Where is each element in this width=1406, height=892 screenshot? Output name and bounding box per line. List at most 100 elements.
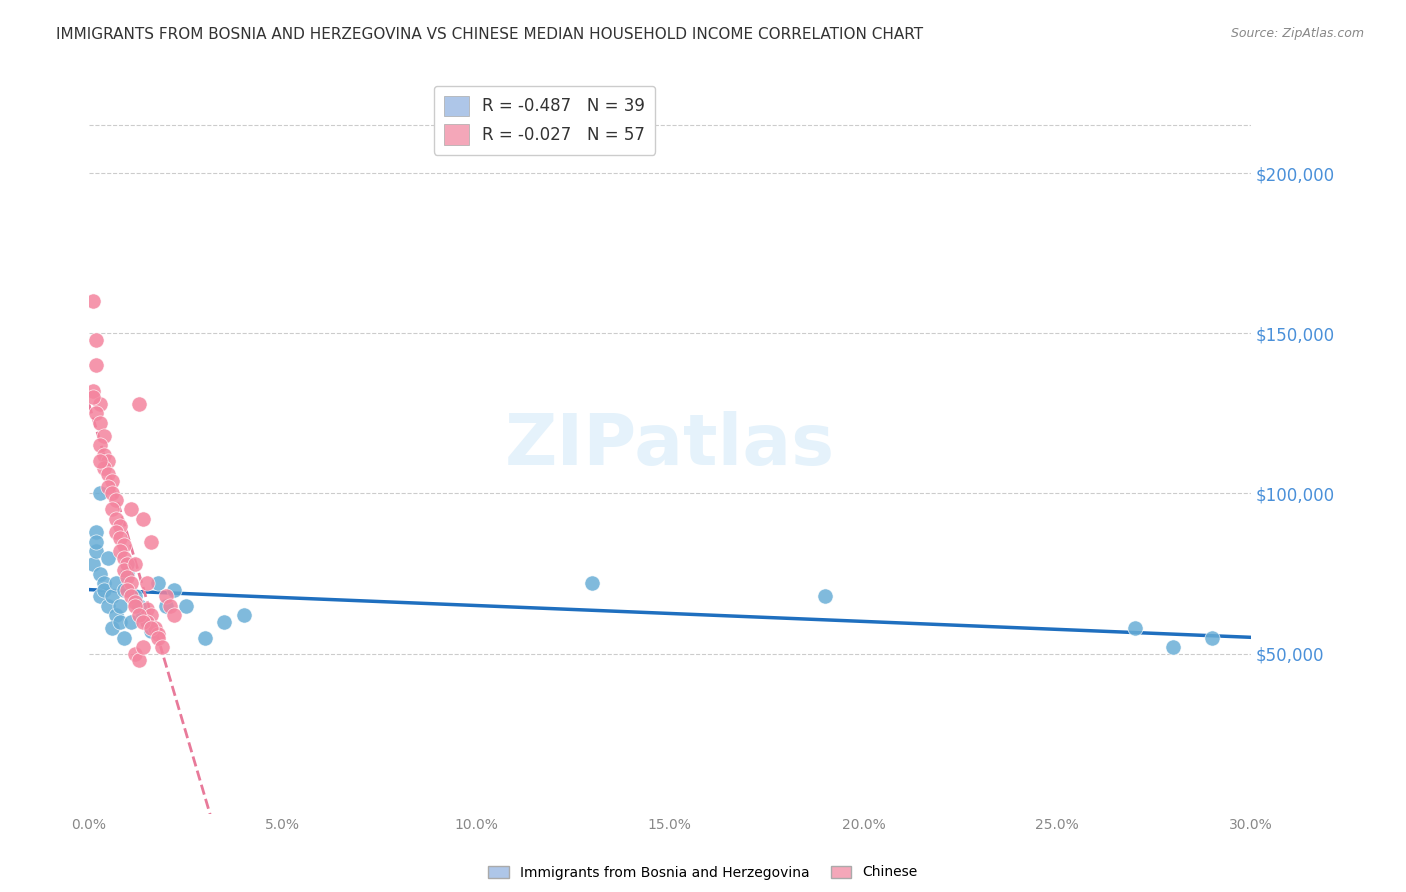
Point: [163, 582, 186, 597]
Point: [97, 550, 120, 565]
Point: [86, 534, 108, 549]
Point: [148, 631, 170, 645]
Point: [104, 608, 127, 623]
Point: [139, 624, 162, 639]
Point: [1201, 631, 1223, 645]
Point: [159, 599, 181, 613]
Point: [89, 397, 111, 411]
Legend: Immigrants from Bosnia and Herzegovina, Chinese: Immigrants from Bosnia and Herzegovina, …: [482, 860, 924, 885]
Point: [101, 621, 124, 635]
Point: [124, 595, 146, 609]
Point: [86, 544, 108, 558]
Point: [97, 454, 120, 468]
Point: [132, 608, 155, 623]
Point: [120, 589, 142, 603]
Point: [108, 615, 131, 629]
Point: [232, 608, 254, 623]
Point: [86, 524, 108, 539]
Point: [89, 566, 111, 581]
Point: [132, 615, 155, 629]
Point: [108, 599, 131, 613]
Point: [128, 608, 150, 623]
Point: [104, 524, 127, 539]
Point: [148, 576, 170, 591]
Point: [82, 557, 104, 571]
Point: [128, 397, 150, 411]
Point: [112, 550, 135, 565]
Point: [93, 582, 115, 597]
Point: [89, 454, 111, 468]
Point: [93, 461, 115, 475]
Text: Source: ZipAtlas.com: Source: ZipAtlas.com: [1230, 27, 1364, 40]
Point: [101, 589, 124, 603]
Point: [135, 615, 157, 629]
Point: [104, 576, 127, 591]
Point: [120, 576, 142, 591]
Point: [120, 615, 142, 629]
Point: [1161, 640, 1184, 654]
Point: [117, 582, 139, 597]
Point: [86, 333, 108, 347]
Point: [194, 631, 217, 645]
Point: [86, 359, 108, 373]
Point: [97, 599, 120, 613]
Point: [124, 599, 146, 613]
Point: [82, 384, 104, 398]
Point: [104, 512, 127, 526]
Point: [89, 416, 111, 430]
Point: [82, 391, 104, 405]
Legend: R = -0.487   N = 39, R = -0.027   N = 57: R = -0.487 N = 39, R = -0.027 N = 57: [434, 86, 655, 155]
Point: [93, 448, 115, 462]
Point: [135, 576, 157, 591]
Point: [155, 599, 177, 613]
Point: [82, 294, 104, 309]
Point: [117, 570, 139, 584]
Point: [108, 544, 131, 558]
Text: ZIPatlas: ZIPatlas: [505, 411, 835, 480]
Point: [163, 608, 186, 623]
Point: [89, 486, 111, 500]
Point: [101, 474, 124, 488]
Point: [117, 557, 139, 571]
Point: [93, 429, 115, 443]
Point: [101, 486, 124, 500]
Point: [112, 563, 135, 577]
Point: [97, 480, 120, 494]
Point: [135, 615, 157, 629]
Point: [108, 531, 131, 545]
Point: [124, 647, 146, 661]
Point: [814, 589, 837, 603]
Point: [139, 534, 162, 549]
Point: [86, 407, 108, 421]
Point: [124, 589, 146, 603]
Point: [128, 599, 150, 613]
Text: IMMIGRANTS FROM BOSNIA AND HERZEGOVINA VS CHINESE MEDIAN HOUSEHOLD INCOME CORREL: IMMIGRANTS FROM BOSNIA AND HERZEGOVINA V…: [56, 27, 924, 42]
Point: [214, 615, 236, 629]
Point: [124, 557, 146, 571]
Point: [93, 576, 115, 591]
Point: [139, 621, 162, 635]
Point: [117, 566, 139, 581]
Point: [112, 631, 135, 645]
Point: [112, 538, 135, 552]
Point: [108, 518, 131, 533]
Point: [155, 589, 177, 603]
Point: [117, 557, 139, 571]
Point: [104, 492, 127, 507]
Point: [1123, 621, 1146, 635]
Point: [150, 640, 173, 654]
Point: [120, 502, 142, 516]
Point: [143, 621, 166, 635]
Point: [132, 640, 155, 654]
Point: [97, 467, 120, 482]
Point: [174, 599, 197, 613]
Point: [89, 589, 111, 603]
Point: [135, 601, 157, 615]
Point: [132, 512, 155, 526]
Point: [581, 576, 603, 591]
Point: [112, 582, 135, 597]
Point: [139, 608, 162, 623]
Point: [89, 438, 111, 452]
Point: [101, 502, 124, 516]
Point: [128, 653, 150, 667]
